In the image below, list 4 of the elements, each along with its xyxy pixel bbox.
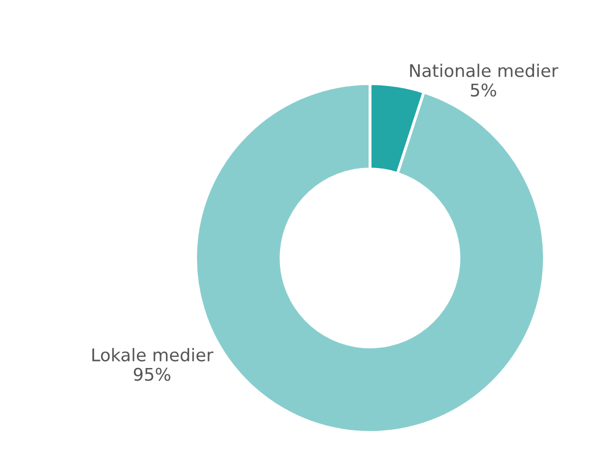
slice-label: Lokale medier [92,348,214,362]
data-label: 95% [134,368,170,381]
slice-label: Nationale medier [410,64,558,78]
data-label: 5% [470,83,496,97]
